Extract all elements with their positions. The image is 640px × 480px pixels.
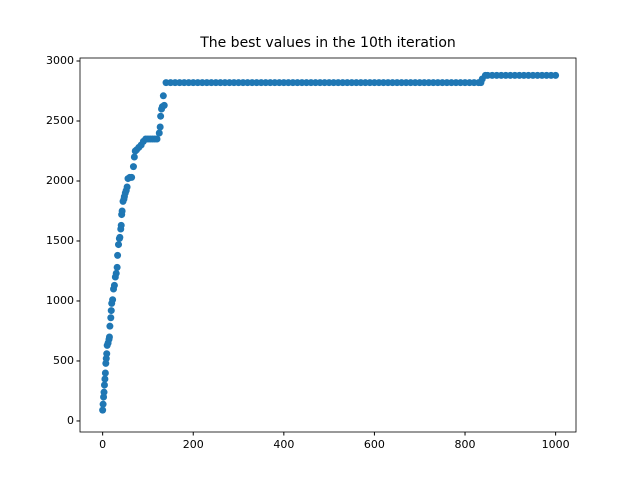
- plot-frame: [79, 57, 577, 433]
- point: [113, 263, 121, 271]
- point: [128, 173, 136, 181]
- y-tick-label: 1000: [46, 294, 74, 307]
- point: [107, 307, 115, 315]
- y-tick-label: 3000: [46, 54, 74, 67]
- point: [159, 92, 167, 100]
- point: [130, 153, 138, 161]
- y-tick-label: 500: [53, 354, 74, 367]
- point: [99, 400, 107, 408]
- point: [157, 112, 165, 120]
- point: [103, 350, 111, 358]
- x-tick-label: 1000: [542, 438, 570, 451]
- point: [160, 101, 168, 109]
- y-tick-label: 2500: [46, 114, 74, 127]
- x-tick-label: 600: [364, 438, 385, 451]
- x-tick-label: 0: [99, 438, 106, 451]
- point: [123, 183, 131, 191]
- x-tick-label: 200: [183, 438, 204, 451]
- point: [107, 314, 115, 322]
- point: [117, 221, 125, 229]
- point: [109, 296, 117, 304]
- point: [100, 388, 108, 396]
- point: [129, 163, 137, 171]
- point: [99, 406, 107, 414]
- point: [101, 369, 109, 377]
- y-tick-label: 1500: [46, 234, 74, 247]
- point: [101, 375, 109, 383]
- chart-title: The best values in the 10th iteration: [199, 35, 456, 51]
- point: [112, 269, 120, 277]
- y-tick-label: 0: [67, 414, 74, 427]
- point: [118, 207, 126, 215]
- point: [155, 129, 163, 137]
- point: [153, 135, 161, 143]
- point: [100, 381, 108, 389]
- y-tick-label: 2000: [46, 174, 74, 187]
- point: [105, 333, 113, 341]
- x-tick-label: 800: [455, 438, 476, 451]
- x-tick-label: 400: [273, 438, 294, 451]
- point: [115, 241, 123, 249]
- point: [110, 281, 118, 289]
- point: [156, 123, 164, 131]
- point: [552, 71, 560, 79]
- point: [114, 251, 122, 259]
- point: [116, 233, 124, 241]
- point: [106, 322, 114, 330]
